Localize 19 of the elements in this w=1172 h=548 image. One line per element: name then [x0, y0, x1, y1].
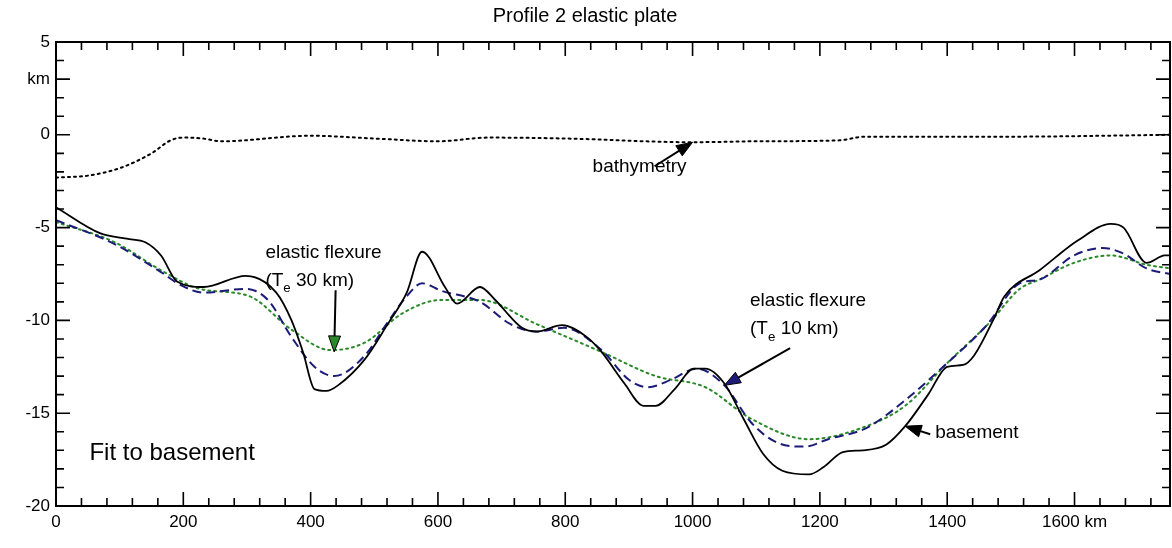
chart-title: Profile 2 elastic plate [492, 3, 678, 26]
x-tick-label: 1600 km [1041, 511, 1108, 531]
y-tick-label: 0 [40, 124, 50, 144]
x-tick-label: 600 [423, 511, 453, 531]
x-tick-label: 1000 [673, 511, 712, 531]
x-tick-label: 1200 [800, 511, 839, 531]
y-tick-label: -20 [25, 495, 50, 515]
y-tick-label: -15 [25, 402, 50, 422]
x-tick-label: 200 [169, 511, 198, 531]
x-tick-label: 1400 [928, 511, 967, 531]
y-tick-label: -5 [34, 217, 50, 237]
y-tick-label: 5 [40, 31, 50, 51]
x-tick-label: 800 [551, 511, 580, 531]
annotation: Fit to basement [89, 437, 256, 465]
x-tick-label: 400 [296, 511, 325, 531]
annotation: basement [935, 421, 1020, 443]
annotation: bathymetry [592, 155, 688, 177]
y-tick-label: -10 [25, 310, 50, 330]
y-tick-label: km [27, 68, 50, 88]
